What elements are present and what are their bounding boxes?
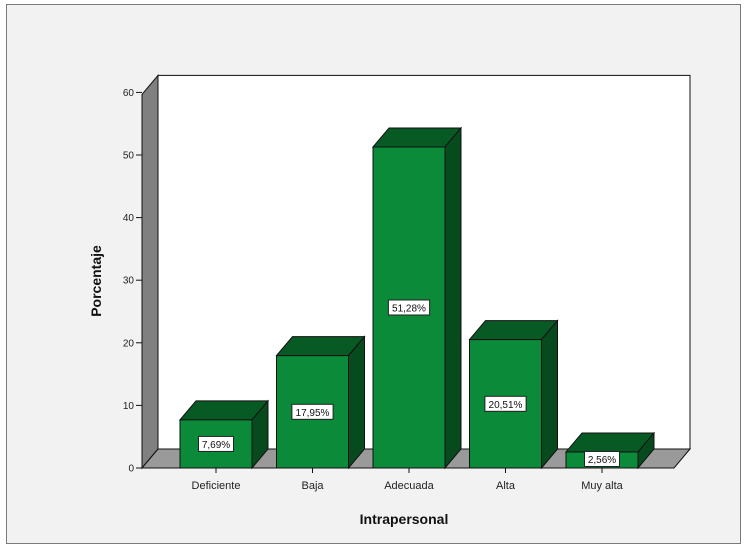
x-axis-title: Intrapersonal [360, 511, 449, 527]
y-axis-title: Porcentaje [88, 245, 104, 317]
bar-side [541, 319, 558, 470]
category-label: Muy alta [581, 480, 623, 492]
bars: 7,69% 17,95% 51,28% 20,51% 2,56% [178, 126, 656, 470]
y-tick-label: 60 [123, 88, 135, 99]
data-label-box [484, 395, 527, 412]
y-axis: 0 10 20 30 40 50 60 [123, 88, 143, 475]
x-axis-labels: Deficiente Baja Adecuada Alta Muy alta [192, 468, 624, 492]
y-tick-label: 50 [123, 151, 135, 162]
data-label: 7,69% [202, 440, 230, 451]
category-label: Adecuada [384, 480, 434, 492]
y-tick-label: 20 [123, 338, 135, 349]
bar-alta: 20,51% [468, 319, 559, 470]
category-label: Alta [496, 480, 516, 492]
y-tick-label: 40 [123, 213, 135, 224]
bar-side [444, 126, 462, 470]
bar-side [348, 335, 365, 470]
data-label: 51,28% [392, 303, 426, 314]
y-tick-label: 10 [123, 401, 135, 412]
side-wall [141, 74, 159, 470]
category-label: Baja [301, 480, 324, 492]
bar-deficiente: 7,69% [178, 399, 270, 470]
data-label-box [198, 435, 234, 452]
data-label-box [291, 403, 334, 420]
bar-muy-alta: 2,56% [564, 431, 656, 470]
category-label: Deficiente [192, 480, 241, 492]
y-tick-label: 0 [128, 464, 134, 475]
bar-adecuada: 51,28% [371, 126, 463, 470]
data-label: 2,56% [588, 455, 616, 466]
data-label: 20,51% [489, 400, 523, 411]
bar-baja: 17,95% [275, 335, 366, 470]
data-label-box [387, 299, 431, 316]
y-tick-label: 30 [123, 276, 135, 287]
data-label: 17,95% [296, 408, 330, 419]
data-label-box [584, 450, 620, 467]
